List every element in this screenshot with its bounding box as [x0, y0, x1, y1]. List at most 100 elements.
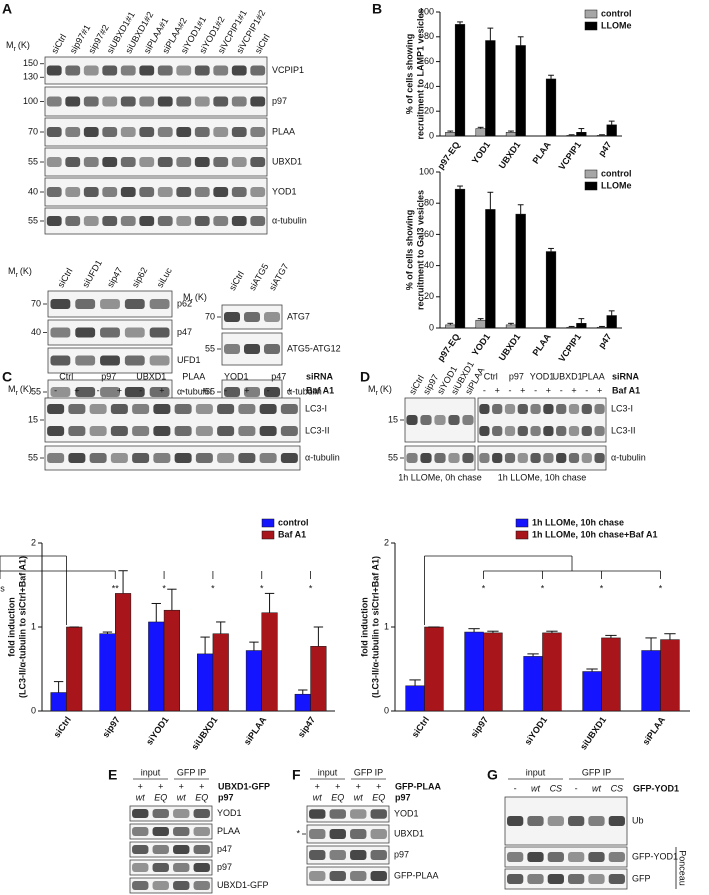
y-tick-label: 2 [384, 537, 389, 547]
band [213, 157, 229, 167]
band [231, 157, 247, 167]
band [406, 453, 418, 463]
protein-name: UFD1 [177, 355, 201, 365]
condition-label: - [97, 385, 100, 395]
band [157, 187, 173, 197]
protein-name: p47 [177, 327, 192, 337]
error-bar [468, 628, 480, 633]
band [173, 863, 190, 872]
condition-label: - [514, 783, 517, 793]
protein-name: LC3-II [305, 425, 330, 435]
band [89, 404, 107, 414]
condition-label: + [74, 385, 79, 395]
legend-swatch [584, 181, 598, 191]
band [217, 404, 235, 414]
band [504, 404, 516, 414]
band [50, 299, 71, 309]
condition-label: + [546, 385, 551, 395]
protein-name: p97 [394, 849, 409, 859]
marker-label: 70 [205, 311, 215, 321]
mr-sub: r [16, 272, 19, 279]
band [47, 426, 65, 436]
y-tick-label: 60 [424, 56, 434, 66]
blot-frame [306, 805, 390, 823]
band [139, 96, 155, 107]
band [350, 850, 367, 860]
condition-name: siRNA [306, 371, 334, 381]
y-tick-label: 80 [424, 198, 434, 208]
band [434, 415, 446, 425]
condition-label: + [376, 781, 381, 791]
band [568, 453, 580, 463]
mr-m: M [8, 266, 16, 276]
panel-label: F [292, 767, 301, 783]
band [132, 404, 150, 414]
band [102, 187, 118, 197]
marker-label: 55 [31, 386, 41, 396]
significance-label: * [162, 583, 166, 593]
blot-caption: 1h LLOMe, 10h chase [498, 472, 587, 482]
band [238, 404, 256, 414]
condition-label: p47 [271, 371, 286, 381]
band [157, 127, 173, 137]
band [149, 299, 170, 309]
band [139, 157, 155, 167]
band [100, 327, 120, 338]
significance-label: * [541, 583, 545, 593]
y-axis-label: fold induction [6, 597, 16, 656]
error-bar [517, 36, 524, 46]
band [132, 827, 149, 836]
band [176, 187, 192, 197]
band [89, 426, 107, 436]
band [238, 453, 256, 463]
band [594, 426, 605, 436]
y-axis-label: (LC3-II/α-tubulin to siCtrl+Baf A1) [370, 556, 380, 698]
band [608, 874, 625, 884]
condition-name: p97 [395, 792, 411, 802]
condition-label: + [287, 385, 292, 395]
band [194, 127, 210, 137]
side-label: Ponceau [678, 850, 688, 886]
error-bar [608, 120, 615, 125]
bar [405, 685, 425, 712]
bar [483, 632, 503, 712]
error-bar [645, 637, 657, 651]
band [149, 387, 170, 397]
bar [515, 213, 526, 329]
band [139, 216, 155, 226]
y-tick-label: 40 [424, 260, 434, 270]
band [46, 127, 62, 137]
band [507, 816, 524, 826]
band [264, 387, 280, 397]
band [102, 96, 118, 107]
x-tick-label: p47 [596, 332, 613, 350]
error-bar [249, 641, 259, 651]
band [594, 404, 605, 414]
error-bar [487, 630, 499, 633]
blot-frame [44, 117, 268, 147]
legend-swatch [515, 530, 529, 540]
band [231, 127, 247, 137]
condition-label: - [585, 385, 588, 395]
band [309, 829, 326, 839]
protein-name: UBXD1 [394, 828, 424, 838]
blot-frame [44, 445, 301, 471]
band [556, 426, 567, 436]
error-bar [200, 636, 210, 654]
band [100, 387, 120, 397]
y-axis-label: % of cells showing [404, 34, 414, 115]
band [370, 850, 387, 860]
significance-label: * [600, 583, 604, 593]
band [264, 344, 280, 354]
mr-m: M [6, 40, 14, 50]
band [195, 404, 213, 414]
band [50, 327, 71, 338]
condition-label: CS [550, 783, 563, 793]
x-tick-label: siCtrl [410, 715, 431, 740]
error-bar [298, 689, 308, 695]
band [581, 453, 592, 463]
protein-name: p97 [217, 862, 232, 872]
band [124, 355, 145, 366]
blot-frame [44, 207, 268, 235]
condition-label: wt [354, 792, 363, 802]
